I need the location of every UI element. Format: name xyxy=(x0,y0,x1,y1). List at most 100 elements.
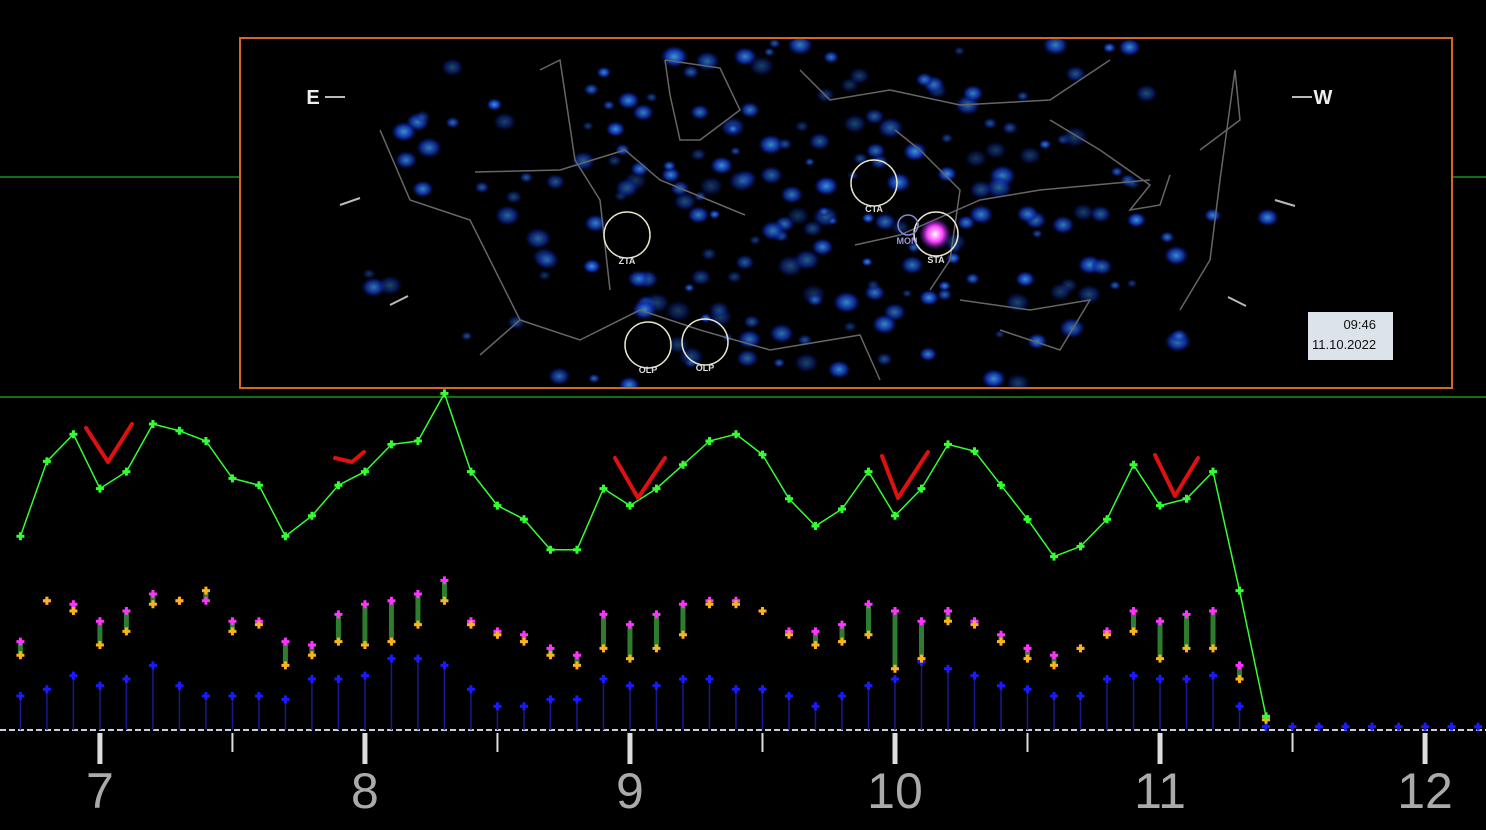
timestamp-box xyxy=(1308,312,1393,360)
sky-blob xyxy=(832,291,861,314)
point xyxy=(625,501,634,510)
point xyxy=(281,695,290,704)
sky-blob xyxy=(748,235,762,246)
sky-blob xyxy=(737,329,762,349)
point xyxy=(281,661,290,670)
date: 11.10.2022 xyxy=(1312,337,1376,352)
sky-blob xyxy=(1048,282,1072,302)
sky-blob xyxy=(848,67,871,85)
sky-blob xyxy=(606,154,623,167)
sky-blob xyxy=(627,269,650,288)
sky-blob xyxy=(964,149,988,168)
point xyxy=(1235,586,1244,595)
sky-blob xyxy=(871,314,898,335)
point xyxy=(837,505,846,513)
point xyxy=(837,692,846,700)
point xyxy=(519,515,528,524)
point xyxy=(890,675,899,683)
point xyxy=(1182,494,1191,503)
point xyxy=(413,590,422,598)
point xyxy=(864,600,873,609)
point xyxy=(1050,661,1059,670)
sky-blob xyxy=(1109,280,1121,291)
constellation-line xyxy=(474,149,746,216)
point xyxy=(493,702,502,711)
point xyxy=(625,620,634,629)
point xyxy=(69,607,78,615)
point xyxy=(1341,722,1350,731)
sky-blob xyxy=(875,352,893,366)
sky-blob xyxy=(377,275,403,296)
point xyxy=(1209,671,1218,680)
sky-blob xyxy=(1072,203,1095,222)
check-mark xyxy=(613,456,667,500)
marker-label: OLP xyxy=(696,363,715,373)
sky-blob xyxy=(1110,166,1124,177)
sky-blob xyxy=(682,65,700,79)
sky-blob xyxy=(1126,278,1138,288)
point xyxy=(1050,692,1059,700)
point xyxy=(546,651,555,660)
sky-noise xyxy=(361,39,1279,387)
sky-blob xyxy=(785,206,810,226)
sky-blob xyxy=(708,209,721,220)
point xyxy=(95,484,104,493)
sky-blob xyxy=(780,185,804,205)
sky-blob xyxy=(793,249,821,271)
point xyxy=(387,596,396,605)
sky-blob xyxy=(969,180,993,200)
sky-blob xyxy=(901,289,913,298)
sky-blob xyxy=(602,100,616,111)
sky-blob xyxy=(582,121,594,131)
sky-blob xyxy=(918,289,940,306)
sky-blob xyxy=(708,301,730,319)
sky-blob xyxy=(793,352,820,373)
sky-blob xyxy=(614,143,631,157)
point xyxy=(784,494,793,503)
sky-blob xyxy=(1203,208,1222,223)
sky-blob xyxy=(885,172,912,193)
chart: 7 8 9 10 11 12 xyxy=(0,389,1486,819)
sky-blob xyxy=(748,55,775,77)
sky-blob xyxy=(440,58,464,77)
point xyxy=(678,460,687,469)
point xyxy=(493,630,502,639)
x-tick-label: 10 xyxy=(867,763,923,819)
point xyxy=(1129,460,1138,469)
sky-blob xyxy=(1256,208,1279,227)
point xyxy=(307,675,316,683)
point xyxy=(493,501,502,510)
point xyxy=(572,545,581,554)
sky-frame xyxy=(239,37,1453,389)
point xyxy=(572,695,581,704)
sky-blob xyxy=(664,300,692,322)
constellations xyxy=(379,58,1241,381)
sky-blob xyxy=(735,349,759,368)
point xyxy=(599,644,608,653)
constellation-line xyxy=(959,298,1092,351)
sky-blob xyxy=(902,141,928,162)
marker-label: MON xyxy=(897,236,918,246)
sky-blob xyxy=(940,133,954,144)
x-tick-label: 9 xyxy=(616,763,644,819)
point xyxy=(95,681,104,690)
point xyxy=(997,630,1005,639)
sky-blob xyxy=(1126,211,1147,228)
point xyxy=(943,607,952,615)
x-tick-label: 12 xyxy=(1397,763,1453,819)
x-tick-label: 8 xyxy=(351,763,379,819)
sky-blob xyxy=(1135,84,1158,103)
sky-blob xyxy=(1051,215,1075,235)
x-tick-label: 7 xyxy=(86,763,114,819)
point xyxy=(1262,712,1271,721)
west-label: W xyxy=(1314,87,1333,109)
sky-blob xyxy=(684,357,698,369)
point xyxy=(784,630,793,639)
sky-blob xyxy=(411,180,434,198)
sky-blob xyxy=(709,156,734,175)
marker-circle xyxy=(850,159,898,207)
sky-blob xyxy=(936,165,958,183)
sky-blob xyxy=(794,120,810,133)
sky-blob xyxy=(492,112,517,132)
point xyxy=(519,630,528,639)
